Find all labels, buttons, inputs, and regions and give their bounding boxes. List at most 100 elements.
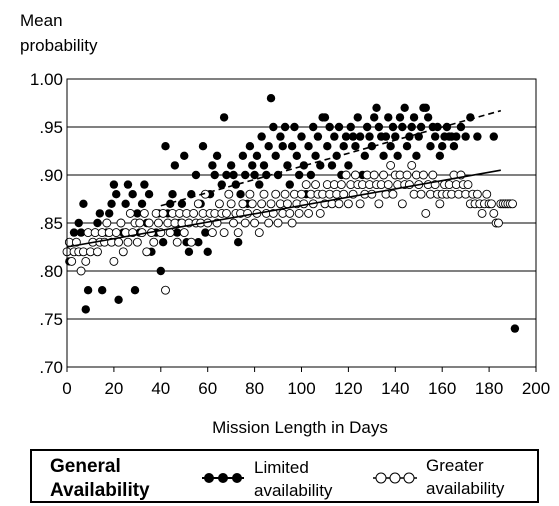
greater-availability-point — [264, 218, 274, 228]
limited-availability-point — [442, 122, 452, 132]
limited-availability-point — [306, 170, 316, 180]
greater-availability-point — [142, 247, 152, 257]
limited-availability-point — [144, 190, 154, 199]
limited-availability-point — [130, 286, 140, 295]
greater-availability-point — [233, 228, 243, 238]
greater-availability-point — [486, 199, 496, 209]
limited-availability-point — [184, 247, 194, 256]
limited-availability-point — [201, 228, 210, 237]
limited-availability-point — [250, 170, 259, 180]
limited-availability-point — [365, 132, 374, 141]
limited-availability-point — [416, 122, 426, 132]
limited-availability-point — [95, 209, 105, 218]
legend: General Availability Limited availabilit… — [30, 449, 539, 503]
greater-availability-point — [350, 170, 360, 180]
greater-availability-point — [374, 199, 384, 209]
limited-availability-point — [339, 142, 348, 151]
limited-availability-point — [299, 161, 309, 170]
limited-availability-point — [313, 132, 323, 141]
greater-availability-point — [285, 208, 295, 218]
limited-availability-point — [231, 180, 241, 189]
y-tick-label: .70 — [39, 358, 63, 377]
limited-availability-point — [409, 113, 419, 122]
greater-availability-point — [102, 218, 112, 228]
limited-availability-point — [245, 142, 255, 151]
greater-availability-point — [224, 189, 234, 199]
greater-availability-point — [172, 237, 182, 247]
limited-availability-point — [456, 122, 466, 132]
y-tick-label: .85 — [39, 214, 63, 233]
greater-availability-point — [273, 218, 283, 228]
limited-availability-point — [219, 113, 229, 122]
limited-availability-point — [367, 142, 377, 151]
limited-availability-point — [217, 180, 226, 189]
limited-availability-point — [180, 151, 189, 160]
limited-availability-point — [372, 103, 381, 113]
greater-availability-point — [125, 208, 135, 218]
limited-availability-point — [177, 199, 187, 208]
limited-availability-point — [320, 113, 330, 122]
greater-availability-point — [428, 170, 438, 180]
limited-availability-point — [121, 199, 130, 208]
greater-availability-points — [62, 160, 517, 295]
legend-greater-line1: Greater — [426, 456, 484, 475]
limited-availability-point — [112, 190, 121, 199]
greater-availability-point — [334, 199, 344, 209]
limited-availability-point — [283, 161, 292, 170]
x-tick-label: 200 — [522, 379, 550, 398]
limited-availability-point — [473, 132, 482, 141]
greater-availability-point — [355, 199, 365, 209]
limited-availability-point — [400, 103, 409, 113]
limited-availability-point — [285, 180, 294, 189]
greater-availability-point — [482, 189, 492, 199]
y-axis-label-line2: probability — [20, 36, 98, 55]
limited-availability-point — [233, 238, 243, 247]
limited-availability-point — [79, 199, 88, 208]
limited-availability-point — [248, 161, 257, 170]
greater-availability-trend-line — [66, 169, 501, 248]
greater-availability-point — [139, 208, 149, 218]
limited-availability-point — [266, 94, 276, 103]
limited-availability-point — [384, 113, 393, 122]
x-tick-label: 180 — [475, 379, 503, 398]
y-tick-label: .75 — [39, 310, 63, 329]
limited-availability-point — [398, 122, 407, 132]
greater-availability-point — [229, 218, 238, 228]
greater-availability-point — [245, 189, 255, 199]
limited-availability-point — [168, 190, 177, 199]
limited-availability-point — [304, 142, 313, 151]
x-tick-label: 120 — [334, 379, 362, 398]
greater-availability-point — [304, 208, 313, 218]
limited-availability-point — [426, 142, 435, 151]
limited-availability-point — [430, 132, 440, 141]
limited-availability-point — [435, 151, 445, 160]
limited-availability-point — [449, 142, 459, 151]
greater-availability-point — [76, 266, 86, 276]
greater-availability-point — [214, 199, 224, 209]
greater-availability-point — [123, 237, 133, 247]
x-tick-label: 60 — [198, 379, 217, 398]
limited-availability-point — [461, 132, 470, 141]
y-tick-label: 1.00 — [30, 70, 63, 89]
limited-availability-point — [161, 142, 170, 151]
greater-availability-point — [132, 237, 142, 247]
limited-availability-point — [323, 142, 332, 151]
limited-availability-point — [381, 132, 391, 141]
limited-availability-point — [269, 122, 278, 132]
greater-availability-point — [161, 285, 170, 295]
limited-availability-point — [133, 209, 142, 218]
limited-availability-point — [264, 142, 273, 151]
greater-availability-point — [386, 160, 396, 170]
limited-availability-point — [369, 113, 379, 122]
limited-availability-point — [412, 151, 421, 160]
limited-availability-point — [379, 151, 388, 160]
greater-availability-point — [463, 180, 473, 190]
greater-availability-point — [154, 218, 163, 228]
x-tick-label: 0 — [62, 379, 71, 398]
limited-availability-point — [327, 161, 337, 170]
greater-availability-point — [369, 170, 379, 180]
scatter-chart: Mean probability .70.75.80.85.90.951.00 … — [20, 11, 550, 437]
greater-availability-point — [250, 218, 260, 228]
greater-availability-point — [315, 208, 325, 218]
limited-availability-point — [259, 161, 269, 170]
